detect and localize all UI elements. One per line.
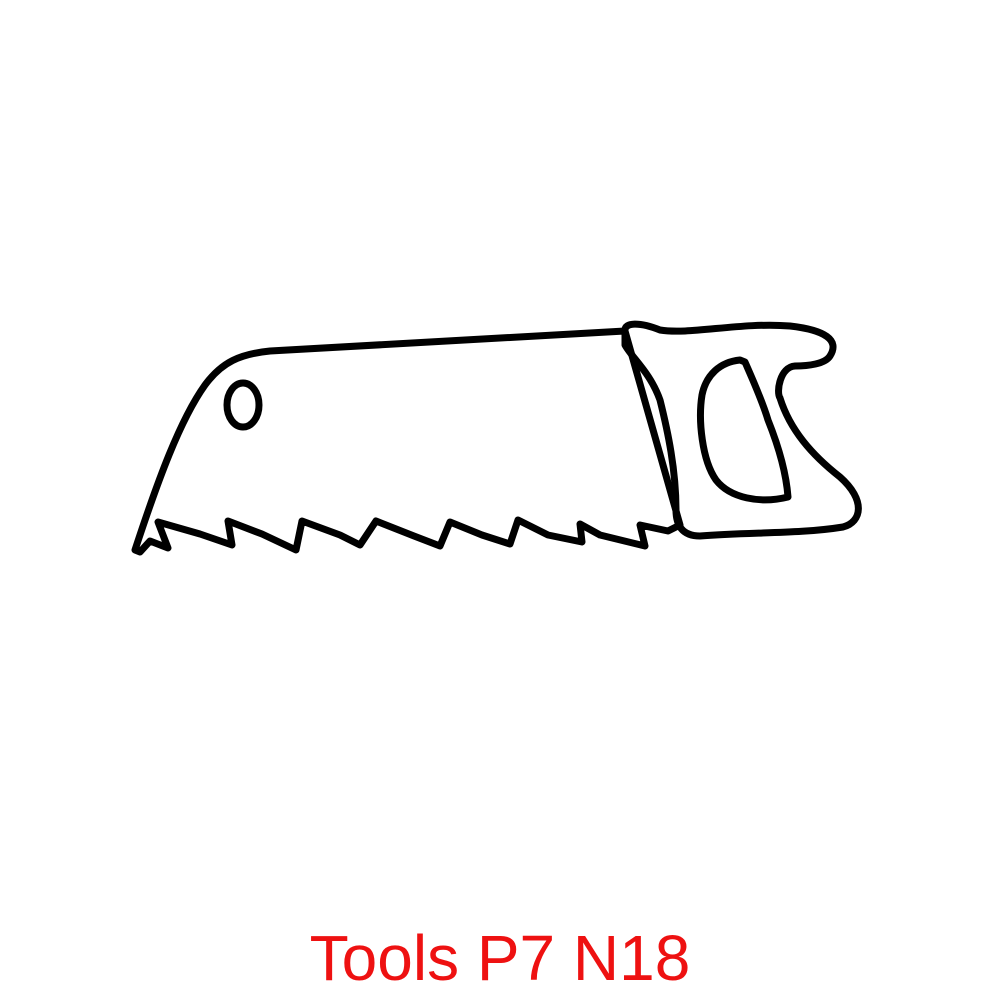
saw-hole (223, 379, 263, 431)
saw-handle (621, 320, 862, 540)
saw-grip-hole (697, 356, 792, 504)
saw-blade (131, 327, 684, 556)
caption-text: Tools P7 N18 (309, 922, 691, 994)
